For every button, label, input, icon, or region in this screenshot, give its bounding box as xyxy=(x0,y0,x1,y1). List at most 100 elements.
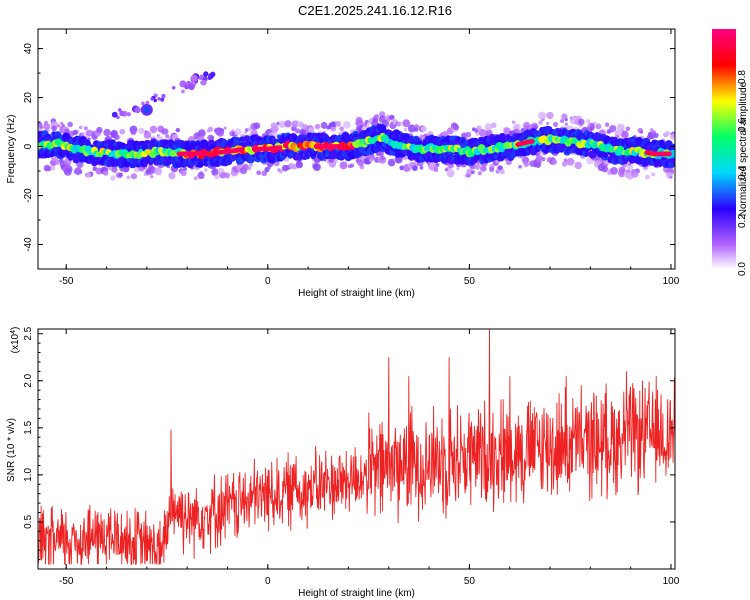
heatmap-cell xyxy=(380,155,385,161)
bottom-y-multiplier-close: ) xyxy=(10,327,21,330)
heatmap-cell xyxy=(157,171,162,176)
heatmap-cell xyxy=(295,161,303,169)
heatmap-cell xyxy=(374,114,379,120)
heatmap-cell xyxy=(86,129,93,137)
heatmap-cell xyxy=(553,121,559,127)
heatmap-cell xyxy=(407,124,416,133)
heatmap-cell xyxy=(291,120,300,128)
heatmap-cell xyxy=(523,161,529,167)
heatmap-cell xyxy=(111,166,118,173)
bottom-y-tick-label: 1.5 xyxy=(23,420,34,434)
heatmap-cell xyxy=(199,74,205,79)
heatmap-cell xyxy=(201,79,207,86)
heatmap-cell xyxy=(452,123,459,131)
heatmap-cell xyxy=(389,114,395,121)
heatmap-cell xyxy=(207,134,214,141)
heatmap-cell xyxy=(145,100,150,105)
bottom-y-multiplier: (x104) xyxy=(10,327,22,354)
top-x-tick-label: 100 xyxy=(663,276,680,287)
heatmap-cell xyxy=(671,150,675,159)
top-y-axis-label: Frequency (Hz) xyxy=(6,115,17,184)
heatmap-cell xyxy=(330,126,337,132)
heatmap-cell xyxy=(314,123,321,130)
heatmap-cell xyxy=(197,129,206,138)
top-y-tick-label: 0 xyxy=(23,143,34,149)
heatmap-cell xyxy=(466,168,474,176)
heatmap-cell xyxy=(518,164,522,169)
heatmap-cell xyxy=(465,131,472,138)
heatmap-cell xyxy=(490,122,497,129)
heatmap-cell xyxy=(378,150,384,157)
heatmap-cell xyxy=(248,162,254,167)
heatmap-cell xyxy=(141,101,145,106)
heatmap-cell xyxy=(313,163,321,171)
heatmap-cell xyxy=(126,175,131,180)
heatmap-cell xyxy=(197,171,205,180)
heatmap-cell xyxy=(96,126,103,134)
bottom-plot-frame xyxy=(37,328,676,570)
heatmap-cell xyxy=(63,167,72,176)
heatmap-cell xyxy=(284,120,292,128)
heatmap-cell xyxy=(513,123,521,131)
heatmap-cell xyxy=(157,159,164,166)
heatmap-cell xyxy=(216,129,225,137)
heatmap-cell xyxy=(196,160,204,168)
top-y-tick-label: -20 xyxy=(23,188,34,203)
heatmap-cell xyxy=(566,157,575,166)
heatmap-cell xyxy=(577,118,585,126)
heatmap-cell xyxy=(148,165,156,174)
heatmap-cell xyxy=(367,153,375,162)
bottom-x-tick-label: 50 xyxy=(464,576,476,587)
top-y-tick-label: -40 xyxy=(23,237,34,252)
heatmap-cell xyxy=(631,170,639,178)
heatmap-cell xyxy=(43,122,51,130)
heatmap-cell xyxy=(320,154,326,159)
bottom-x-tick-label: -50 xyxy=(59,576,74,587)
heatmap-cell xyxy=(190,74,198,82)
heatmap-cell xyxy=(210,71,216,77)
bottom-y-multiplier-exp: 4 xyxy=(10,330,17,334)
heatmap-cell xyxy=(357,159,364,167)
heatmap-cell xyxy=(224,172,231,179)
heatmap-cell xyxy=(303,129,307,134)
heatmap-cell xyxy=(157,97,161,101)
heatmap-cell xyxy=(489,166,495,172)
heatmap-cell xyxy=(307,126,315,134)
heatmap-cell xyxy=(211,168,219,176)
heatmap-cell xyxy=(560,118,565,123)
bottom-y-tick-label: 2.0 xyxy=(23,373,34,387)
heatmap-cell xyxy=(446,169,455,178)
heatmap-cell xyxy=(103,128,111,137)
heatmap-cell xyxy=(214,174,220,180)
heatmap-cell xyxy=(116,115,120,119)
heatmap-cell xyxy=(193,176,198,181)
heatmap-cell xyxy=(497,165,503,171)
heatmap-cell xyxy=(538,120,543,126)
heatmap-cell xyxy=(85,172,91,178)
heatmap-cell xyxy=(183,166,188,171)
heatmap-cell xyxy=(200,151,206,157)
bottom-y-tick-label: 0.5 xyxy=(23,515,34,529)
heatmap-cell xyxy=(203,71,209,77)
heatmap-cell xyxy=(563,158,568,162)
heatmap-cell xyxy=(339,161,348,170)
heatmap-cell xyxy=(433,165,439,170)
heatmap-cell xyxy=(546,121,550,126)
heatmap-cell xyxy=(143,106,151,114)
colorbar-scale xyxy=(712,29,736,269)
heatmap-cell xyxy=(161,93,166,99)
heatmap-cell xyxy=(277,145,283,150)
heatmap-cell xyxy=(620,169,626,174)
heatmap-cell xyxy=(39,125,44,129)
heatmap-cell xyxy=(477,171,482,176)
heatmap-cell xyxy=(239,147,245,153)
heatmap-cell xyxy=(419,166,424,170)
heatmap-cell xyxy=(420,126,427,132)
colorbar-tick-label: 0.2 xyxy=(737,214,748,228)
bottom-x-axis-label: Height of straight line (km) xyxy=(298,588,415,599)
heatmap-cell xyxy=(247,155,256,164)
heatmap-cell xyxy=(118,172,123,178)
heatmap-cell xyxy=(621,130,629,138)
heatmap-cell xyxy=(111,111,118,118)
